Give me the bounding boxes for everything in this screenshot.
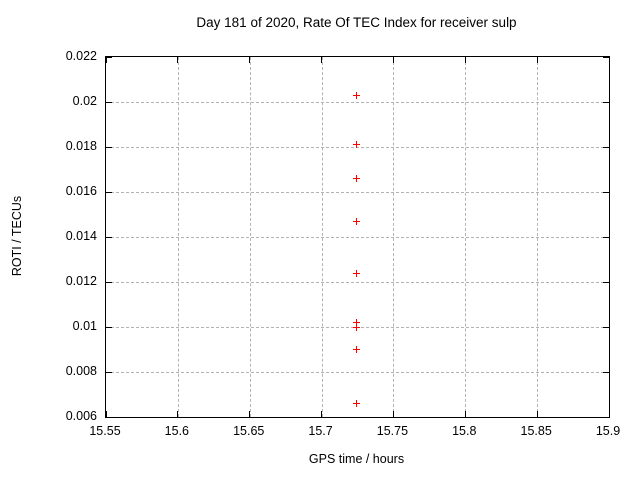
data-point-plus [352, 400, 360, 407]
y-tick-right [603, 371, 609, 373]
data-point-plus [352, 175, 360, 182]
x-tick-label: 15.65 [233, 424, 265, 438]
data-point-plus [352, 319, 360, 326]
x-tick-top [608, 57, 610, 63]
y-gridline [106, 282, 609, 283]
y-gridline [106, 237, 609, 238]
x-tick-bottom [105, 411, 107, 417]
chart-title: Day 181 of 2020, Rate Of TEC Index for r… [196, 15, 517, 30]
x-tick-bottom [392, 411, 394, 417]
y-tick-label: 0.016 [65, 184, 97, 198]
y-tick-label: 0.012 [65, 274, 97, 288]
x-tick-bottom [608, 411, 610, 417]
x-tick-top [464, 57, 466, 63]
y-tick-right [603, 146, 609, 148]
x-tick-label: 15.7 [308, 424, 333, 438]
x-tick-label: 15.75 [376, 424, 409, 438]
x-tick-top [392, 57, 394, 63]
y-tick-label: 0.01 [72, 319, 97, 333]
x-tick-label: 15.85 [520, 424, 552, 438]
x-tick-top [249, 57, 251, 63]
data-point-plus [352, 269, 360, 277]
y-tick-right [603, 191, 609, 193]
y-tick-label: 0.02 [72, 94, 97, 108]
y-tick-label: 0.006 [65, 409, 97, 423]
data-point-plus [352, 346, 360, 353]
y-gridline [106, 102, 609, 103]
y-tick-left [106, 56, 112, 58]
x-tick-label: 15.9 [595, 424, 621, 438]
y-tick-right [603, 236, 609, 238]
x-tick-bottom [536, 411, 538, 417]
y-tick-left [106, 101, 112, 103]
y-tick-right [603, 281, 609, 283]
x-tick-top [321, 57, 323, 63]
y-gridline [106, 327, 609, 328]
y-tick-right [603, 416, 609, 418]
y-tick-left [106, 191, 112, 193]
x-tick-top [105, 57, 107, 63]
y-tick-left [106, 326, 112, 328]
data-point-plus [352, 323, 360, 331]
x-tick-label: 15.55 [89, 424, 121, 438]
y-tick-right [603, 326, 609, 328]
plot-area [105, 56, 610, 418]
y-tick-left [106, 146, 112, 148]
x-tick-bottom [464, 411, 466, 417]
x-axis-label: GPS time / hours [308, 452, 405, 466]
data-point-plus [352, 217, 360, 225]
x-tick-label: 15.8 [452, 424, 477, 438]
data-point-plus [352, 91, 360, 99]
x-tick-label: 15.6 [164, 424, 190, 438]
x-tick-bottom [249, 411, 251, 417]
data-point-plus [352, 141, 360, 149]
x-tick-top [536, 57, 538, 63]
x-tick-bottom [177, 411, 179, 417]
x-tick-top [177, 57, 179, 63]
y-gridline [106, 192, 609, 193]
y-axis-label: ROTI / TECUs [10, 195, 24, 277]
y-tick-label: 0.014 [65, 229, 97, 243]
y-tick-label: 0.008 [65, 364, 97, 378]
x-tick-bottom [321, 411, 323, 417]
y-tick-right [603, 56, 609, 58]
y-gridline [106, 147, 609, 148]
y-tick-left [106, 416, 112, 418]
y-tick-left [106, 281, 112, 283]
y-tick-left [106, 236, 112, 238]
y-tick-left [106, 371, 112, 373]
y-gridline [106, 372, 609, 373]
y-tick-label: 0.018 [65, 139, 97, 153]
y-tick-label: 0.022 [65, 49, 97, 63]
y-tick-right [603, 101, 609, 103]
